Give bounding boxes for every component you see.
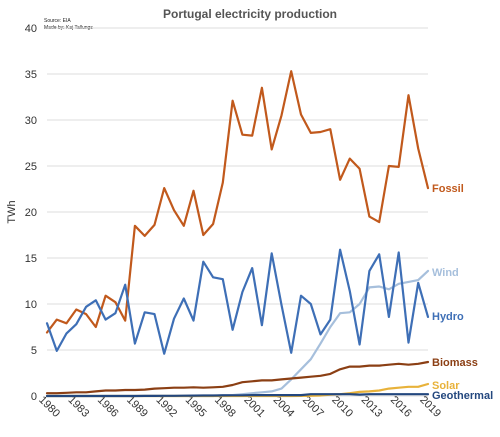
series-label-biomass: Biomass [432, 357, 478, 369]
chart-title: Portugal electricity production [163, 7, 337, 21]
x-tick-label: 1980 [36, 394, 62, 420]
x-tick-label: 1995 [183, 394, 209, 420]
x-tick-label: 2001 [241, 394, 267, 420]
x-tick-label: 1998 [212, 394, 238, 420]
series-label-fossil: Fossil [432, 183, 464, 195]
y-tick-label: 40 [25, 23, 37, 35]
y-tick-label: 35 [25, 69, 37, 81]
x-tick-label: 1989 [124, 394, 150, 420]
y-tick-label: 0 [31, 391, 37, 403]
y-tick-label: 15 [25, 253, 37, 265]
source-line: Source: EIA [44, 18, 71, 24]
y-tick-label: 20 [25, 207, 37, 219]
y-axis-label: TWh [6, 200, 18, 223]
series-line-wind [45, 269, 430, 398]
series-label-geothermal: Geothermal [432, 390, 493, 402]
series-label-wind: Wind [432, 267, 459, 279]
x-tick-label: 1992 [153, 394, 179, 420]
series-line-geothermal [45, 393, 430, 398]
x-tick-label: 2007 [300, 394, 326, 420]
x-tick-label: 1986 [95, 394, 121, 420]
x-tick-label: 1983 [66, 394, 92, 420]
series-label-solar: Solar [432, 380, 460, 392]
gridlines [47, 27, 428, 397]
y-tick-label: 10 [25, 299, 37, 311]
series-lines [45, 70, 430, 398]
x-tick-label: 2010 [329, 394, 355, 420]
y-axis-ticks: 0 5 10 15 20 25 30 35 40 [25, 23, 37, 403]
x-axis-ticks: 1980 1983 1986 1989 1992 1995 1998 2001 2004 2007… [36, 394, 443, 420]
x-tick-label: 2013 [359, 394, 385, 420]
series-line-fossil [45, 70, 430, 334]
y-tick-label: 5 [31, 345, 37, 357]
x-tick-label: 2016 [388, 394, 414, 420]
y-tick-label: 25 [25, 161, 37, 173]
series-line-hydro [45, 248, 430, 355]
series-label-hydro: Hydro [432, 311, 464, 323]
series-line-biomass [45, 360, 430, 395]
x-tick-label: 2004 [271, 394, 297, 420]
y-tick-label: 30 [25, 115, 37, 127]
